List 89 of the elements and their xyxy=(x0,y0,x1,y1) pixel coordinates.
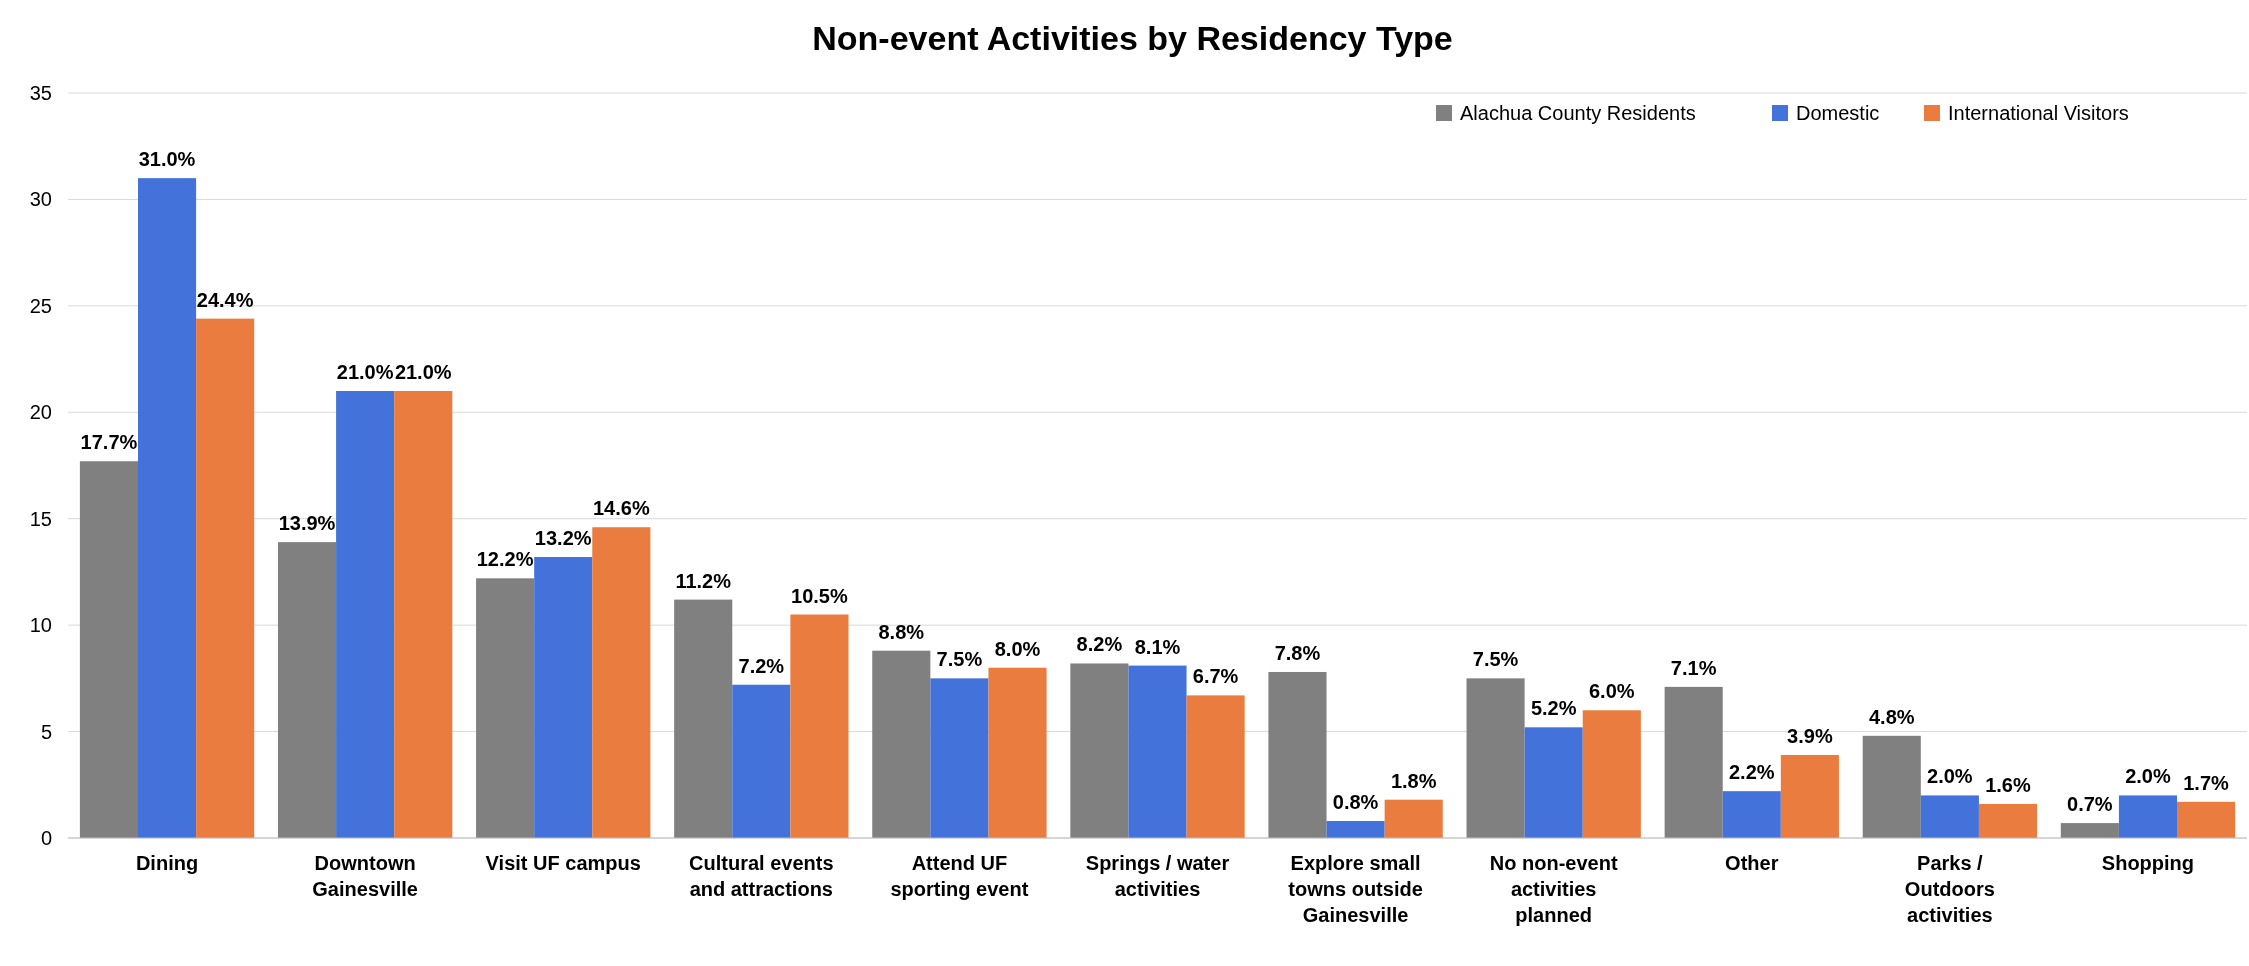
y-tick-label: 10 xyxy=(29,614,52,637)
bar xyxy=(79,461,138,838)
bar xyxy=(1780,754,1839,838)
bar xyxy=(1978,803,2038,838)
bar xyxy=(674,599,733,838)
data-label: 0.8% xyxy=(1332,790,1379,813)
data-label: 8.0% xyxy=(994,637,1041,660)
bar xyxy=(930,678,989,838)
data-label: 17.7% xyxy=(80,431,138,454)
bar xyxy=(872,650,931,838)
data-label: 13.9% xyxy=(278,512,336,535)
data-label: 3.9% xyxy=(1787,724,1833,747)
bar xyxy=(2177,801,2236,838)
data-label: 8.8% xyxy=(878,620,925,643)
bar xyxy=(2060,823,2119,838)
bar xyxy=(1722,791,1781,838)
data-label: 2.0% xyxy=(1927,765,1973,788)
data-label: 7.1% xyxy=(1670,656,1717,679)
bar xyxy=(592,527,651,838)
x-tick-label: Cultural events and attractions xyxy=(689,852,834,900)
data-label: 7.8% xyxy=(1274,641,1321,664)
legend-label: Alachua County Residents xyxy=(1460,102,1696,124)
x-tick-label: Dining xyxy=(135,852,199,874)
data-label: 0.7% xyxy=(2067,793,2113,816)
y-tick-label: 5 xyxy=(40,720,52,743)
bar xyxy=(1582,710,1641,838)
y-tick-label: 25 xyxy=(29,294,52,317)
x-tick-label: Attend UF sporting event xyxy=(890,852,1029,900)
bar xyxy=(1466,678,1525,838)
data-label: 6.7% xyxy=(1192,665,1239,688)
bar xyxy=(1384,799,1443,838)
bar xyxy=(137,178,197,838)
bar xyxy=(476,578,535,838)
bar xyxy=(732,684,791,838)
bar xyxy=(534,557,593,838)
bar xyxy=(1862,735,1921,838)
bar xyxy=(277,542,337,838)
data-label: 10.5% xyxy=(791,584,848,607)
x-tick-label: Shopping xyxy=(2101,852,2195,874)
data-label: 5.2% xyxy=(1530,697,1577,720)
y-tick-label: 30 xyxy=(29,188,52,211)
data-label: 2.0% xyxy=(2125,765,2171,788)
data-label: 21.0% xyxy=(394,361,452,383)
bar xyxy=(1326,820,1385,838)
data-label: 7.2% xyxy=(738,654,785,677)
bar xyxy=(1664,686,1723,838)
bar xyxy=(1070,663,1129,838)
data-label: 1.8% xyxy=(1390,769,1437,792)
y-tick-label: 0 xyxy=(40,827,52,849)
data-label: 14.6% xyxy=(592,497,650,520)
bar xyxy=(196,318,255,838)
data-label: 2.2% xyxy=(1728,761,1775,784)
bar xyxy=(790,614,849,838)
bar xyxy=(1920,795,1979,838)
x-tick-label: Downtown Gainesville xyxy=(312,852,418,900)
x-tick-label: Explore small towns outside Gainesville xyxy=(1288,852,1423,926)
x-tick-label: Springs / water activities xyxy=(1085,852,1230,900)
chart-title: Non-event Activities by Residency Type xyxy=(812,19,1453,57)
y-tick-label: 20 xyxy=(29,401,52,424)
x-tick-label: Parks / Outdoors activities xyxy=(1904,852,1995,926)
bar xyxy=(394,391,453,838)
bar xyxy=(1128,665,1187,838)
legend-label: International Visitors xyxy=(1948,102,2129,124)
y-tick-label: 35 xyxy=(29,82,52,104)
data-label: 12.2% xyxy=(476,548,534,571)
data-label: 4.8% xyxy=(1868,705,1915,728)
data-label: 1.7% xyxy=(2183,771,2230,794)
data-label: 13.2% xyxy=(534,527,592,550)
bar xyxy=(1268,671,1327,838)
legend-label: Domestic xyxy=(1796,102,1880,124)
bar xyxy=(1524,727,1583,838)
data-label: 6.0% xyxy=(1588,680,1635,703)
y-tick-label: 15 xyxy=(29,507,52,530)
data-label: 31.0% xyxy=(138,148,196,171)
bar xyxy=(2118,795,2178,838)
x-tick-label: Other xyxy=(1725,852,1779,874)
data-label: 21.0% xyxy=(336,361,394,383)
data-label: 7.5% xyxy=(1472,648,1519,671)
data-label: 1.6% xyxy=(1985,773,2031,796)
bar xyxy=(336,391,395,838)
bar xyxy=(1186,695,1245,838)
bar xyxy=(988,667,1047,838)
data-label: 7.5% xyxy=(936,648,983,671)
x-tick-label: Visit UF campus xyxy=(485,852,641,874)
data-label: 24.4% xyxy=(196,288,254,311)
x-tick-label: No non-event activities planned xyxy=(1489,852,1618,926)
data-label: 8.1% xyxy=(1134,635,1181,658)
data-label: 8.2% xyxy=(1076,633,1123,656)
data-label: 11.2% xyxy=(675,569,732,592)
